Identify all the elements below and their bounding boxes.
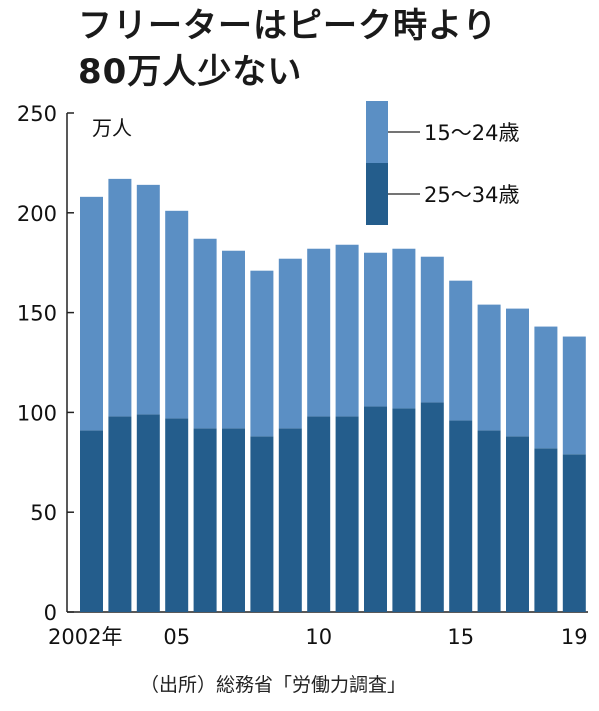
y-tick-label: 50 [30, 501, 57, 525]
x-tick-label: 15 [447, 625, 474, 649]
bar-segment-age-15-24 [506, 308, 529, 437]
bar-segment-age-25-34 [392, 408, 416, 612]
bar-segment-age-25-34 [80, 430, 103, 612]
bar-segment-age-15-24 [108, 178, 132, 417]
chart-title-line-1: フリーターはピーク時より [78, 6, 498, 46]
bar-segment-age-25-34 [250, 436, 274, 612]
bar-segment-age-15-24 [193, 238, 217, 429]
bar-segment-age-15-24 [335, 244, 359, 417]
x-tick-label: 10 [305, 625, 332, 649]
bar-segment-age-25-34 [534, 448, 558, 612]
bar-segment-age-15-24 [477, 304, 501, 431]
bar-segment-age-25-34 [449, 420, 473, 612]
y-axis-unit-label: 万人 [92, 116, 132, 140]
bar-segment-age-15-24 [80, 196, 103, 431]
bar-segment-age-15-24 [420, 256, 444, 403]
bar-segment-age-15-24 [250, 270, 274, 437]
y-tick-label: 150 [17, 302, 57, 326]
source-note: （出所）総務省「労働力調査」 [140, 674, 407, 696]
bar-segment-age-25-34 [278, 428, 302, 612]
bar-segment-age-25-34 [108, 416, 132, 612]
bar-segment-age-15-24 [307, 248, 331, 417]
bar-segment-age-15-24 [534, 326, 558, 449]
x-tick-label: 19 [561, 625, 588, 649]
bar-segment-age-15-24 [222, 250, 245, 429]
bar-segment-age-25-34 [562, 454, 586, 612]
legend-label-age-15-24: 15～24歳 [424, 121, 519, 145]
bar-segment-age-25-34 [222, 428, 245, 612]
x-tick-label: 05 [163, 625, 190, 649]
bar-segment-age-15-24 [278, 258, 302, 429]
bar-segment-age-15-24 [165, 210, 189, 419]
bar-segment-age-25-34 [335, 416, 359, 612]
bar-segment-age-25-34 [506, 436, 529, 612]
legend-swatch-age-15-24 [366, 101, 388, 163]
bar-segment-age-15-24 [136, 184, 160, 415]
y-tick-label: 250 [17, 102, 57, 126]
bar-segment-age-15-24 [562, 336, 586, 455]
bar-segment-age-25-34 [307, 416, 331, 612]
bar-segment-age-25-34 [420, 402, 444, 612]
chart-title-line-2: 80万人少ない [78, 52, 303, 92]
bar-segment-age-15-24 [364, 252, 387, 407]
legend-swatch-age-25-34 [366, 163, 388, 225]
legend-label-age-25-34: 25～34歳 [424, 183, 519, 207]
bar-segment-age-25-34 [136, 414, 160, 612]
bar-segment-age-25-34 [477, 430, 501, 612]
bar-segment-age-15-24 [392, 248, 416, 409]
bar-segment-age-25-34 [193, 428, 217, 612]
bar-segment-age-15-24 [449, 280, 473, 421]
bar-segment-age-25-34 [165, 418, 189, 612]
y-tick-label: 200 [17, 202, 57, 226]
bar-segment-age-25-34 [364, 406, 387, 612]
y-tick-label: 100 [17, 401, 57, 425]
x-tick-label: 2002年 [48, 625, 122, 649]
y-tick-label: 0 [44, 601, 57, 625]
